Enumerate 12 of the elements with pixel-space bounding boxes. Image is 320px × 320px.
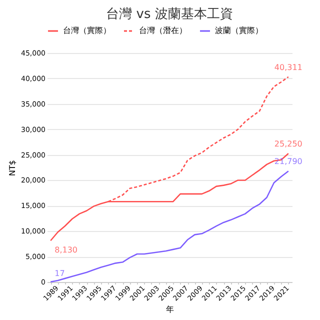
data-label: 17 (54, 268, 65, 278)
chart-title: 台灣 vs 波蘭基本工資 (106, 7, 233, 22)
data-label: 25,250 (274, 140, 302, 149)
data-label: 40,311 (274, 62, 302, 72)
data-label: 8,130 (54, 246, 78, 255)
data-label: 21,790 (274, 157, 302, 166)
legend-label: 波蘭（實際） (215, 26, 263, 35)
x-axis-title: 年 (166, 304, 174, 314)
y-axis-title: NT$ (8, 160, 18, 176)
line-series (50, 170, 290, 283)
legend-label: 台灣（潛在） (139, 26, 187, 35)
legend-label: 台灣（實際） (63, 26, 111, 35)
